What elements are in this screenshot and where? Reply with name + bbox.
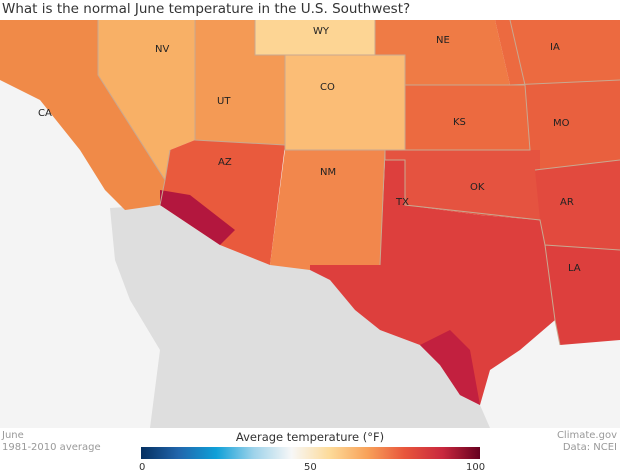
legend-tick-mid: 50 [304,462,317,473]
label-IA: IA [550,42,560,53]
state-AR [535,160,620,250]
label-NV: NV [155,44,169,55]
state-MO [510,80,620,170]
label-CA: CA [38,108,52,119]
hot-spot-az [160,190,235,245]
state-UT [195,20,285,145]
label-WY: WY [313,26,330,37]
temperature-map: NV WY NE IA CA UT CO KS MO AZ NM OK AR T… [0,20,620,428]
credit-label: Climate.gov [556,430,617,441]
legend-title: Average temperature (°F) [235,430,385,444]
map-title: What is the normal June temperature in t… [2,1,411,17]
label-TX: TX [395,197,409,208]
state-TX [310,160,555,405]
hot-spot-tx [420,330,480,405]
footer-left: June 1981-2010 average [2,430,101,454]
state-WY [255,20,375,55]
footer-right: Climate.gov Data: NCEI [557,430,617,454]
label-CO: CO [320,82,335,93]
label-NM: NM [320,167,336,178]
state-LA [545,245,620,345]
state-CA [0,20,165,210]
label-MO: MO [553,118,570,129]
legend-colorbar [141,447,480,459]
label-KS: KS [453,117,466,128]
state-AZ [160,140,285,265]
label-UT: UT [217,96,231,107]
mexico [110,205,490,428]
month-label: June [2,430,24,441]
label-AR: AR [560,197,574,208]
state-NV [98,20,195,180]
label-OK: OK [470,182,485,193]
period-label: 1981-2010 average [2,442,101,453]
state-KS [405,85,530,150]
state-CO [285,55,405,150]
legend-tick-max: 100 [466,462,486,473]
state-OK [385,150,540,220]
state-borders [97,20,620,346]
state-NM [270,150,385,270]
label-AZ: AZ [218,157,232,168]
legend-tick-min: 0 [139,462,146,473]
state-NE [375,20,510,85]
label-LA: LA [568,263,581,274]
source-label: Data: NCEI [562,442,617,453]
label-NE: NE [436,35,450,46]
state-IA [495,20,620,85]
